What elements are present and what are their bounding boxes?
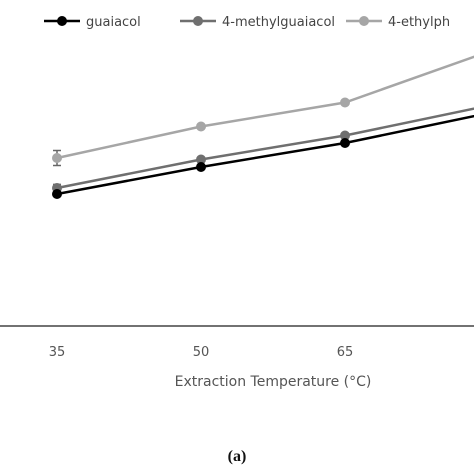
data-point [52,153,62,163]
panel-label: (a) [228,448,247,465]
legend-label: guaiacol [86,15,141,30]
x-tick-labels: 35 50 65 [49,345,354,360]
data-point [340,138,350,148]
series-line-guaiacol [56,114,474,196]
legend-item: 4-ethylph [346,15,450,30]
series-line-4-ethylph [56,55,474,160]
x-axis-title: Extraction Temperature (°C) [175,374,372,390]
data-point [52,189,62,199]
legend: guaiacol 4-methylguaiacol 4-ethylph [44,15,450,30]
legend-item: 4-methylguaiacol [180,15,335,30]
series-line-4-methylguaiacol [56,107,474,190]
x-tick-label: 35 [49,345,66,360]
data-point [196,154,206,165]
legend-label: 4-methylguaiacol [222,15,335,30]
plot-area [52,55,474,199]
x-tick-label: 50 [193,345,210,360]
x-tick-label: 65 [337,345,354,360]
data-point [340,97,350,108]
data-point [196,121,206,132]
legend-label: 4-ethylph [388,15,450,30]
data-point [196,162,206,172]
data-point [340,130,350,141]
legend-item: guaiacol [44,15,141,30]
